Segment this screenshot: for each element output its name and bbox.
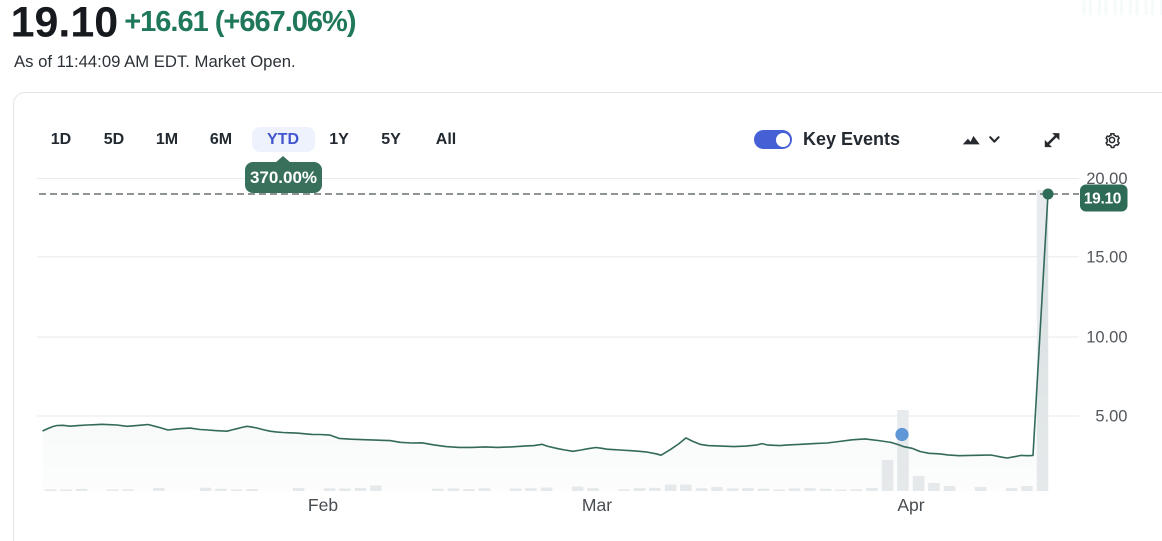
svg-text:10.00: 10.00: [1086, 329, 1127, 347]
svg-text:15.00: 15.00: [1086, 248, 1127, 266]
svg-text:19.10: 19.10: [1084, 191, 1121, 208]
svg-text:Mar: Mar: [582, 495, 612, 515]
svg-text:Feb: Feb: [308, 495, 338, 515]
svg-text:Apr: Apr: [897, 495, 924, 515]
svg-text:5.00: 5.00: [1095, 408, 1127, 426]
svg-text:20.00: 20.00: [1086, 170, 1127, 188]
